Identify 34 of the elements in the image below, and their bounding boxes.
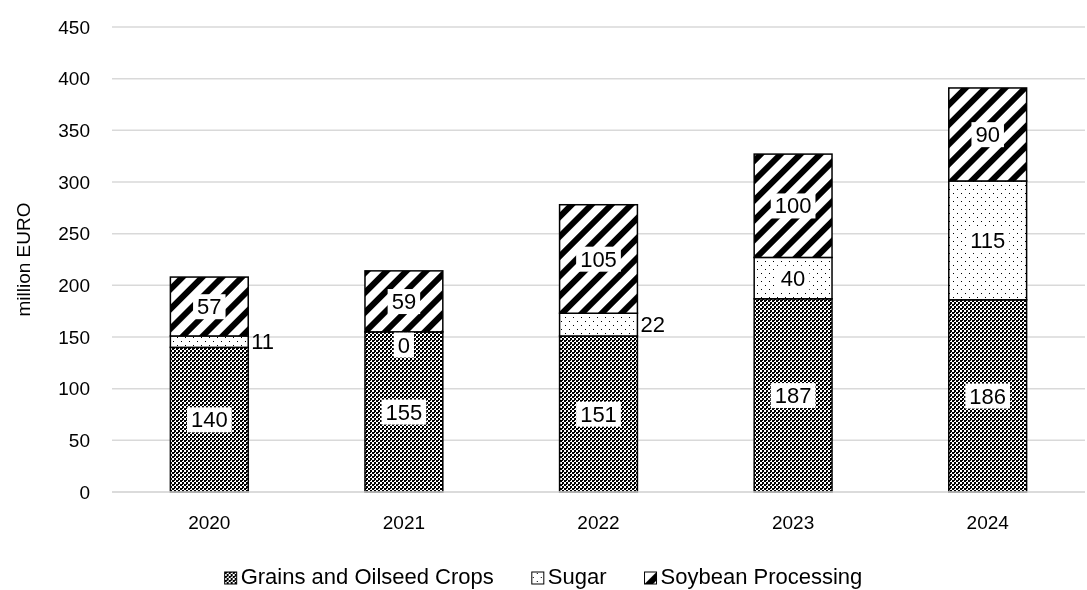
data-label: 155 [385,399,423,425]
data-label: 59 [391,289,417,315]
y-tick-label: 400 [58,68,90,90]
x-tick-label: 2023 [771,512,815,534]
data-label: 40 [780,265,806,291]
x-tick-label: 2022 [577,512,620,534]
data-label: 115 [970,228,1006,254]
data-label: 151 [580,401,617,427]
x-tick-label: 2024 [966,512,1010,534]
data-label: 0 [397,332,411,358]
data-label: 11 [251,329,275,355]
y-tick-label: 0 [79,481,90,503]
data-label: 186 [969,383,1007,409]
legend-label: Soybean Processing [660,564,863,589]
y-tick-label: 150 [58,326,90,348]
y-tick-label: 100 [58,378,90,400]
y-tick-label: 50 [68,429,90,451]
y-tick-label: 250 [58,223,90,245]
y-tick-label: 300 [58,171,90,193]
data-label: 90 [975,122,1000,148]
data-label: 57 [197,294,222,320]
legend-label: Grains and Oilseed Crops [240,564,494,589]
data-label: 105 [580,246,617,272]
y-axis-title: million EURO [13,202,34,317]
legend-label: Sugar [547,564,607,589]
y-tick-label: 450 [58,16,90,38]
x-tick-label: 2021 [382,512,426,534]
y-tick-label: 350 [58,119,90,141]
x-tick-label: 2020 [188,512,231,534]
data-label: 100 [774,193,812,219]
data-label: 22 [640,312,665,338]
y-tick-label: 200 [58,274,90,296]
data-label: 187 [774,383,812,409]
data-label: 140 [190,407,228,433]
